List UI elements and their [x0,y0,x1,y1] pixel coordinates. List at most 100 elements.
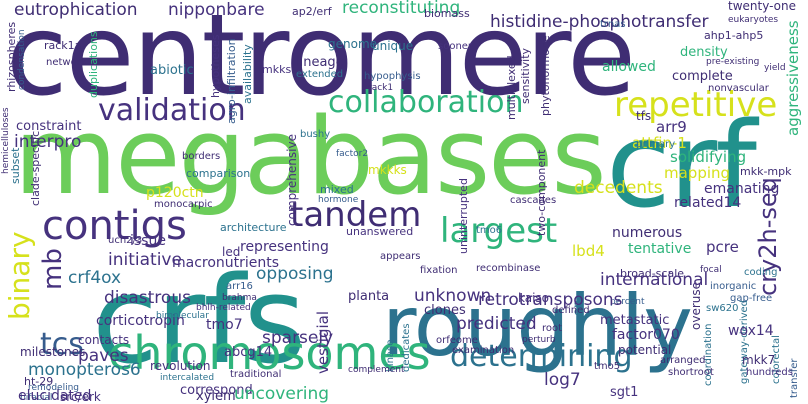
word-rhizospheres: rhizospheres [5,21,18,92]
word-mkk-mpk: mkk-mpk [740,165,792,178]
word-gap-free: gap-free [730,293,773,304]
word-trnas: trnas [600,19,626,30]
word-tentative: tentative [628,241,692,257]
word-sgt1: src/erk [60,390,101,404]
word-shortroot: shortroot [668,367,714,378]
word-mkkks: mkkks [368,163,407,177]
word-percent: percent [610,297,645,307]
word-genome: genome [328,37,378,51]
word-tmo5: tmo5 [594,361,621,372]
word-ap2-erf: ap2/erf [292,5,332,18]
word-crf4ox: crf4ox [68,268,122,288]
word-broad-scale: broad-scale [620,267,685,280]
word-examination: examination [452,345,515,356]
word-duplications: duplications [87,31,100,98]
word-abiotic: abiotic [150,63,194,78]
word-traditional: traditional [230,369,282,380]
word-led: led [222,245,241,259]
word-reconstituting: reconstituting [342,0,461,18]
word-pcre: pcre [706,238,739,256]
word-two-component: two-component [535,149,548,236]
word-brahma: brahma [222,293,257,303]
word-opposing: opposing [256,264,334,284]
word-dedicates: remodeling [28,383,79,393]
word-lbd4: lbd4 [572,242,605,260]
word-arr16: arr16 [226,281,253,292]
word-mixed: mixed [320,183,354,196]
word-bhlh-related: bhlh-related [196,303,251,313]
word-metastatic: metastatic [600,313,670,328]
word-monocarpic: monocarpic [154,199,213,210]
word-monopteros6: monopteros6 [28,360,141,380]
word-primary: primary [636,139,676,150]
word-appears: appears [380,251,421,262]
word-correspond: correspond [180,383,253,398]
word-rack1a: rack1a [44,39,82,52]
word-unique: unique [372,39,414,53]
word-root: root [542,323,563,334]
word-orfeome: orfeome [436,335,478,346]
word-ht-29: ht-29 [24,375,54,388]
word-borders: borders [182,151,221,162]
word-recombinase: recombinase [476,263,541,274]
word-bushy: bushy [300,129,331,140]
word-crfs: crfs [92,252,306,391]
word-agro-infiltration: agro-infiltration [225,38,238,124]
word-network: network [46,57,87,68]
word-megabases: megabases [14,95,607,218]
word-clones: tmo7 [206,317,243,333]
word-neuromediators: sgt1 [610,385,639,400]
word-architecture: architecture [220,221,287,234]
word-remodeling: complement [348,365,405,375]
word-potential: potential [618,343,672,357]
word-sensitivity: sensitivity [519,47,532,104]
word-representing: representing [240,239,329,255]
word-tcs: repetitive [614,85,778,125]
word-disastrous: disastrous [104,288,191,308]
word-mkks: mkks [262,63,292,76]
word-tmo7: corticotropin [96,313,185,329]
word-sw620: milestones [20,345,86,359]
word-xylem: xylem [196,389,236,404]
word-uninterrupted: uninterrupted [457,178,470,254]
word-multiplexed: multiplexed [505,55,518,120]
word-overuse: retrotransposons [478,290,623,310]
word-constraint: constraint [16,119,82,134]
word-hypophysis: hypophysis [364,71,421,82]
word-retrotransposons: clones [424,303,466,318]
word-sooner: sooner [438,41,473,52]
word-density: density [680,45,728,60]
word-phytohormone: phytohormone [539,35,552,116]
word-abcg14: abcg14 [224,345,273,360]
word-crf: crf [606,96,757,234]
word-solidifying: solidifying [670,148,747,166]
word-availability: availability [241,44,254,104]
word-hypotheses: hypotheses [209,34,222,98]
word-high-throughput: condensation [17,29,27,90]
word-attfin-1: attfin-1 [632,134,687,152]
word-perturb: perturb [522,335,556,345]
word-ahp1-ahp5: ahp1-ahp5 [704,29,764,42]
word-comprehensive: comprehensive [285,134,299,226]
word-numerous: numerous [612,225,683,241]
word-initiative: initiative [108,250,182,270]
word-repetitive: binary [3,231,36,320]
word-inorganic: inorganic [710,281,757,292]
word-contacts: contacts [78,333,130,347]
word-wox14: wox14 [728,323,774,339]
word-hemicelluloses: transfer [789,358,800,399]
word-biomass: biomass [424,7,470,20]
word-lineage: lineage [296,55,344,70]
word-cascades: cascades [510,195,557,206]
word-hundreds: hundreds [746,367,793,378]
word-pre-existing: pre-existing [706,57,760,67]
word-ucn2-3: ucn2/3 [108,235,143,246]
word-bimolecular: bimolecular [156,311,209,321]
word-subset: subset [9,147,22,185]
word-revolution: revolution [150,359,211,373]
word-interpro: interpro [14,132,82,152]
word-focal: focal [700,265,722,275]
word-chromosomes: chromosomes [108,326,431,380]
word-intercalated: intercalated [160,373,215,383]
